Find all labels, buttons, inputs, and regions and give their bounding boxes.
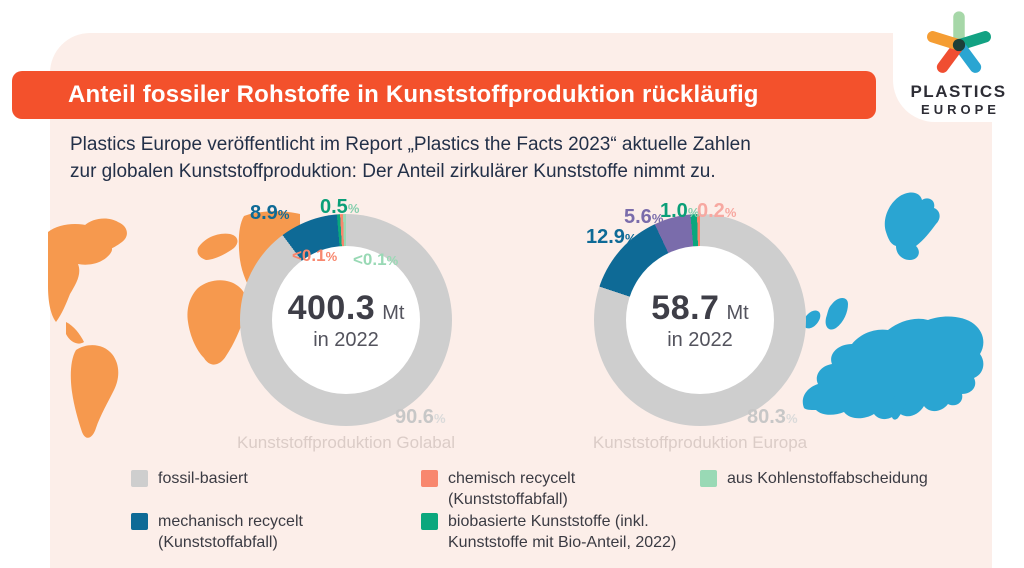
chart-caption-global: Kunststoffproduktion Golabal bbox=[237, 433, 455, 452]
segment-label-mechanical: 8.9% bbox=[250, 202, 290, 224]
legend-label: chemisch recycelt bbox=[448, 470, 576, 487]
segment-label-chemical: <0.1% bbox=[292, 246, 338, 265]
total-unit: Mt bbox=[382, 301, 405, 324]
segment-label-mechanical: 12.9% bbox=[586, 226, 637, 248]
legend-item-carbon-capture: aus Kohlenstoffabscheidung bbox=[700, 468, 928, 489]
legend-swatch-mechanical bbox=[131, 513, 148, 530]
donut-chart-europe: 58.7 Mt in 2022 12.9% 5.6% 1.0% 0.2% 80.… bbox=[586, 200, 807, 452]
page-title: Anteil fossiler Rohstoffe in Kunststoffp… bbox=[68, 81, 759, 108]
total-value: 58.7 bbox=[651, 288, 720, 327]
intro-line-1: Plastics Europe veröffentlicht im Report… bbox=[70, 134, 751, 155]
legend-item-fossil: fossil-basiert bbox=[131, 468, 248, 489]
logo-text-europe: EUROPE bbox=[921, 102, 1000, 117]
legend-swatch-carbon-capture bbox=[700, 470, 717, 487]
legend-label: mechanisch recycelt bbox=[158, 513, 303, 530]
legend-label-line2: (Kunststoffabfall) bbox=[158, 534, 278, 551]
donut-center-europe: 58.7 Mt in 2022 bbox=[626, 246, 774, 394]
segment-label-carbon-capture: <0.1% bbox=[353, 250, 399, 269]
legend-label: biobasierte Kunststoffe (inkl. bbox=[448, 513, 649, 530]
logo-text-plastics: PLASTICS bbox=[910, 82, 1007, 101]
legend-label: aus Kohlenstoffabscheidung bbox=[727, 470, 928, 487]
legend-item-chemical: chemisch recycelt (Kunststoffabfall) bbox=[421, 468, 575, 510]
plastics-europe-logo: PLASTICS EUROPE bbox=[893, 0, 1024, 122]
legend-label-line2: Kunststoffe mit Bio-Anteil, 2022) bbox=[448, 534, 677, 551]
segment-label-chemical: 0.2% bbox=[697, 200, 737, 222]
total-year: in 2022 bbox=[667, 328, 733, 351]
intro-paragraph: Plastics Europe veröffentlicht im Report… bbox=[70, 131, 751, 185]
segment-label-other: 5.6% bbox=[624, 206, 664, 228]
segment-label-fossil: 80.3% bbox=[747, 406, 798, 428]
legend-item-biobased: biobasierte Kunststoffe (inkl. Kunststoff… bbox=[421, 511, 676, 553]
legend-swatch-biobased bbox=[421, 513, 438, 530]
legend-swatch-fossil bbox=[131, 470, 148, 487]
intro-line-2: zur globalen Kunststoffproduktion: Der A… bbox=[70, 161, 716, 182]
legend-label-line2: (Kunststoffabfall) bbox=[448, 491, 568, 508]
segment-label-biobased: 1.0% bbox=[660, 200, 700, 222]
total-unit: Mt bbox=[726, 301, 749, 324]
donut-center-global: 400.3 Mt in 2022 bbox=[272, 246, 420, 394]
star-icon bbox=[926, 11, 991, 73]
donut-chart-global: 400.3 Mt in 2022 8.9% 0.5% <0.1% <0.1% 9… bbox=[237, 196, 455, 452]
legend-item-mechanical: mechanisch recycelt (Kunststoffabfall) bbox=[131, 511, 303, 553]
chart-caption-europe: Kunststoffproduktion Europa bbox=[592, 433, 808, 452]
total-value: 400.3 bbox=[287, 288, 376, 327]
headline-banner: Anteil fossiler Rohstoffe in Kunststoffp… bbox=[12, 71, 876, 119]
europe-map bbox=[798, 188, 990, 430]
segment-label-biobased: 0.5% bbox=[320, 196, 360, 218]
legend-swatch-chemical bbox=[421, 470, 438, 487]
legend-label: fossil-basiert bbox=[158, 470, 248, 487]
segment-label-fossil: 90.6% bbox=[395, 406, 446, 428]
total-year: in 2022 bbox=[313, 328, 379, 351]
